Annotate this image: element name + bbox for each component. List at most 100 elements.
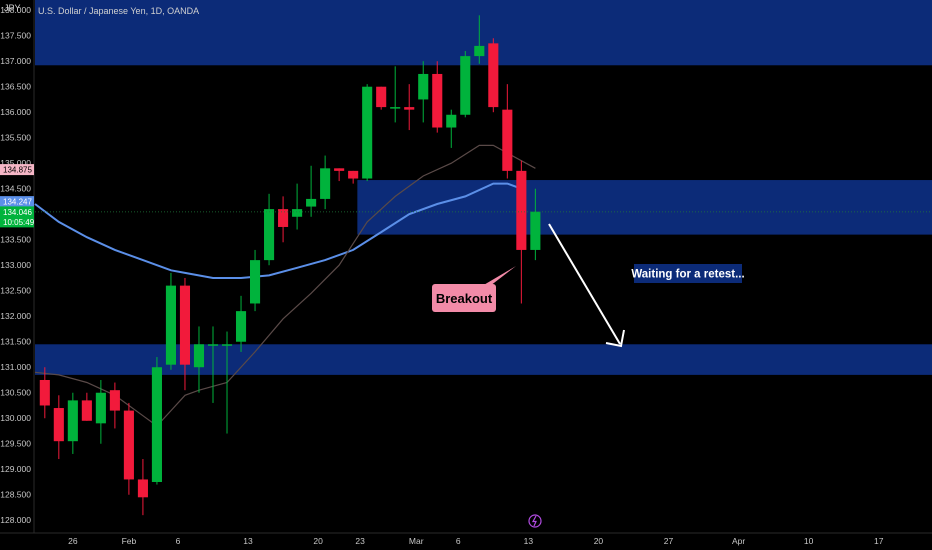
candle	[81, 392, 92, 421]
candle	[264, 193, 275, 266]
candle-body	[137, 479, 148, 498]
retest-note-label: Waiting for a retest...	[631, 269, 744, 281]
candle-body	[53, 408, 64, 442]
candle-body	[264, 209, 275, 261]
price-tick-label: 133.500	[0, 235, 31, 245]
candle	[123, 402, 134, 495]
price-tick-label: 136.500	[0, 82, 31, 92]
event-marker-icon[interactable]	[528, 514, 542, 528]
candle-body	[39, 379, 50, 406]
candle-body	[207, 344, 219, 346]
candle-body	[474, 45, 485, 57]
price-tag-bg	[0, 216, 34, 228]
candle	[53, 395, 64, 460]
candle	[207, 326, 219, 403]
candle-body	[109, 390, 120, 411]
candle-body	[348, 170, 359, 179]
candle	[221, 331, 233, 434]
price-tick-label: 133.000	[0, 260, 31, 270]
time-tick-label: 6	[456, 536, 461, 546]
candle-body	[249, 260, 261, 304]
candle-layer	[39, 15, 541, 516]
price-tag-label: 134.875	[3, 166, 32, 175]
time-tick-label: 20	[594, 536, 604, 546]
time-tick-label: 13	[524, 536, 534, 546]
candle	[418, 61, 429, 123]
breakout-label: Breakout	[436, 291, 493, 306]
price-tick-label: 130.000	[0, 413, 31, 423]
symbol-title: U.S. Dollar / Japanese Yen, 1D, OANDA	[38, 6, 199, 16]
candle	[376, 86, 387, 110]
candle	[474, 15, 485, 64]
price-tick-label: 137.500	[0, 31, 31, 41]
candle	[137, 459, 148, 516]
candle-body	[432, 73, 443, 128]
arrow-head-icon	[605, 329, 625, 348]
candle	[516, 160, 527, 304]
price-tick-label: 130.500	[0, 388, 31, 398]
price-tick-label: 136.000	[0, 107, 31, 117]
candle-body	[502, 109, 513, 171]
candle	[109, 382, 120, 429]
candle-body	[292, 209, 303, 217]
time-tick-label: 17	[874, 536, 884, 546]
candle-body	[362, 86, 373, 179]
candle	[390, 66, 401, 123]
candle	[348, 170, 359, 184]
time-tick-label: 6	[176, 536, 181, 546]
price-tick-label: 138.000	[0, 5, 31, 15]
price-tick-label: 134.500	[0, 184, 31, 194]
candle	[334, 168, 345, 182]
price-tick-label: 129.000	[0, 464, 31, 474]
price-tick-label: 135.000	[0, 158, 31, 168]
callout-box	[432, 284, 496, 312]
candle	[179, 277, 191, 391]
price-tag: 134.875	[0, 164, 34, 176]
candle	[39, 367, 50, 419]
price-tag-label: 134.247	[3, 198, 32, 207]
candle	[67, 392, 78, 454]
note-box	[634, 264, 742, 283]
candle-body	[530, 211, 541, 250]
moving-average-slow	[34, 182, 522, 279]
candle	[151, 357, 162, 485]
price-tag-bg	[0, 164, 34, 176]
price-axis[interactable]: 128.000 128.500 129.000 129.500 130.000 130.5…	[0, 5, 31, 525]
candle-body	[123, 410, 134, 480]
price-tick-label: 131.500	[0, 337, 31, 347]
arrow-shaft	[548, 223, 621, 345]
time-tick-label: 20	[313, 536, 323, 546]
candle-body	[320, 168, 331, 199]
candle-body	[221, 344, 233, 346]
retest-note: Waiting for a retest...	[631, 264, 745, 283]
time-axis[interactable]: 26 Feb 6 13 20 23 Mar 6 13 20 27 Apr 10 17	[68, 536, 884, 546]
time-tick-label: 10	[804, 536, 814, 546]
candle	[488, 38, 499, 113]
candle-body	[516, 170, 527, 250]
candle-body	[235, 311, 247, 342]
candle-body	[193, 344, 205, 368]
candle-body	[95, 392, 106, 424]
price-tick-label: 128.500	[0, 490, 31, 500]
price-tick-label: 135.500	[0, 133, 31, 143]
candle	[306, 165, 317, 217]
price-tag-bg	[0, 196, 34, 208]
candle-body	[460, 56, 471, 115]
candle-body	[151, 367, 162, 482]
candle	[446, 109, 457, 148]
candle-body	[404, 107, 415, 110]
candle	[320, 155, 331, 210]
price-tick-label: 132.000	[0, 311, 31, 321]
candle	[432, 61, 443, 133]
price-tick-label: 129.500	[0, 439, 31, 449]
price-tag-bg	[0, 206, 34, 218]
candle-body	[446, 114, 457, 128]
candle-body	[306, 198, 317, 207]
callout-pointer	[482, 266, 516, 286]
candle-body	[488, 43, 499, 108]
candle	[193, 326, 205, 393]
candle	[460, 51, 471, 118]
candle	[235, 295, 247, 352]
